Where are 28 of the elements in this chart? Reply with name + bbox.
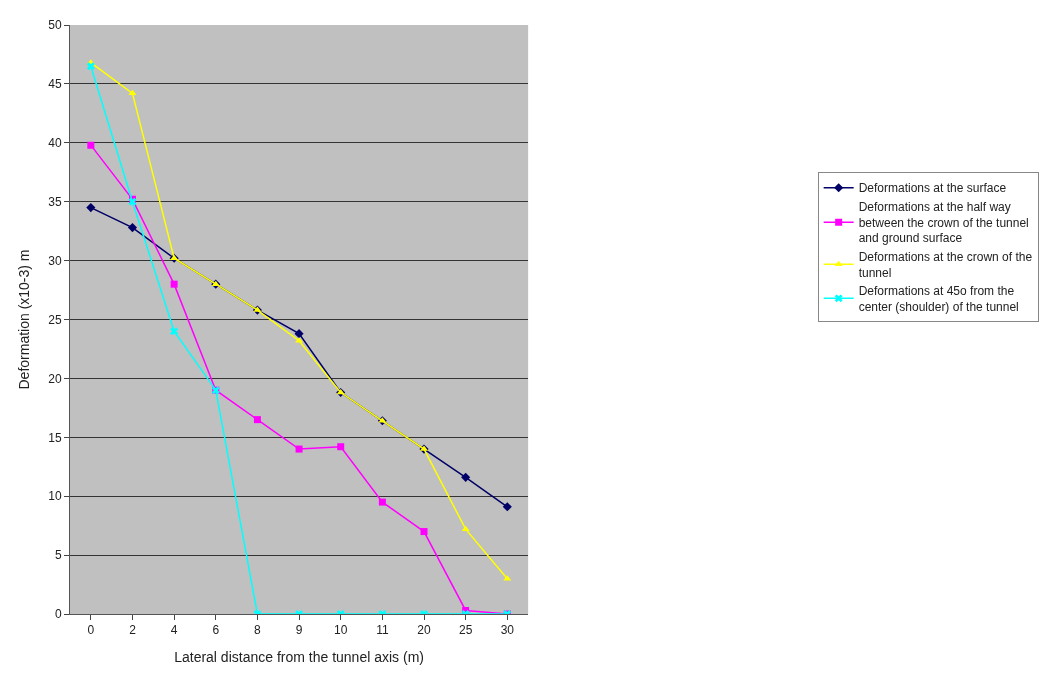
legend-label: Deformations at 45o from the center (shoulder) of the tunnel	[858, 284, 1019, 314]
y-axis-title: Deformation (x10-3) m	[15, 249, 32, 390]
y-tick-label: 0	[54, 607, 62, 622]
y-tick-label: 15	[48, 430, 62, 445]
x-tick-label: 9	[295, 623, 303, 638]
x-tick-label: 10	[334, 623, 348, 638]
y-tick-label: 40	[48, 136, 62, 150]
x-tick-label: 6	[212, 623, 220, 638]
y-tick-label: 5	[54, 548, 62, 563]
x-tick-label: 11	[376, 623, 389, 638]
y-tick-label: 30	[48, 253, 62, 268]
x-tick-label: 8	[254, 623, 262, 638]
legend-label: Deformations at the surface	[858, 181, 1007, 196]
x-tick-label: 25	[458, 623, 473, 638]
x-tick-label: 20	[417, 623, 431, 638]
x-tick-label: 2	[129, 623, 137, 638]
y-tick-label: 35	[48, 194, 62, 209]
y-tick-label: 10	[48, 489, 62, 504]
x-tick-label: 0	[87, 623, 95, 638]
y-tick-label: 20	[48, 371, 62, 386]
x-axis-title: Lateral distance from the tunnel axis (m)	[174, 648, 424, 665]
y-tick-label: 25	[48, 312, 62, 327]
y-tick-label: 45	[48, 77, 62, 92]
legend-label: Deformations at the crown of the tunnel	[858, 250, 1033, 280]
legend-label: Deformations at the half way between the crown of the tunnel and ground surface	[858, 200, 1029, 246]
y-tick-label: 50	[48, 18, 62, 33]
x-tick-label: 4	[170, 623, 178, 638]
x-tick-label: 30	[500, 623, 515, 638]
